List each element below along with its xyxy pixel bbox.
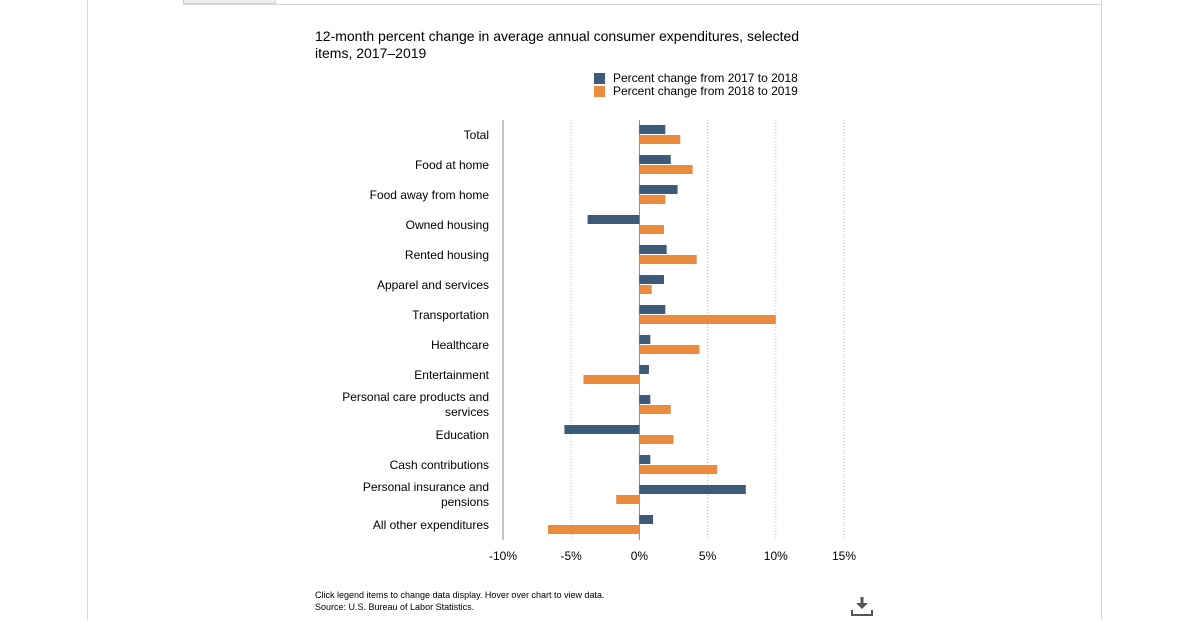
bar-series-2[interactable] (639, 435, 674, 444)
category-label: Personal care products and services (342, 390, 489, 419)
legend-item-series-1[interactable]: Percent change from 2017 to 2018 (594, 72, 798, 85)
x-tick-label: 15% (832, 549, 856, 563)
bar-series-2[interactable] (639, 255, 697, 264)
footnote-source: Source: U.S. Bureau of Labor Statistics. (315, 602, 475, 612)
category-label: Owned housing (406, 218, 489, 232)
bar-series-2[interactable] (639, 225, 664, 234)
x-tick-label: -10% (489, 549, 517, 563)
bar-series-2[interactable] (639, 135, 681, 144)
chart-legend: Percent change from 2017 to 2018 Percent… (594, 72, 798, 98)
x-tick-label: -5% (561, 549, 583, 563)
bar-series-2[interactable] (639, 195, 666, 204)
bar-series-1[interactable] (639, 395, 651, 404)
bar-series-2[interactable] (548, 525, 640, 534)
x-tick-label: 5% (699, 549, 717, 563)
legend-label-series-1: Percent change from 2017 to 2018 (613, 71, 798, 85)
category-label-line: pensions (441, 495, 489, 509)
legend-swatch-series-2 (594, 86, 605, 97)
bar-series-2[interactable] (639, 315, 776, 324)
download-button[interactable] (850, 595, 874, 617)
legend-label-series-2: Percent change from 2018 to 2019 (613, 84, 798, 98)
bar-series-1[interactable] (639, 155, 671, 164)
category-label: Healthcare (431, 338, 489, 352)
bar-series-1[interactable] (587, 215, 640, 224)
page-frame-right (1101, 0, 1102, 620)
bar-series-2[interactable] (639, 405, 671, 414)
category-label: Entertainment (414, 368, 489, 382)
bar-series-1[interactable] (639, 305, 666, 314)
download-icon (851, 597, 873, 616)
bar-series-2[interactable] (639, 345, 700, 354)
x-tick-label: 0% (631, 549, 649, 563)
category-label: Transportation (412, 308, 489, 322)
category-label: Education (436, 428, 489, 442)
bar-series-1[interactable] (564, 425, 640, 434)
x-tick-label: 10% (764, 549, 788, 563)
legend-item-series-2[interactable]: Percent change from 2018 to 2019 (594, 85, 798, 98)
tab-stub[interactable] (183, 0, 276, 4)
category-label: Personal insurance and pensions (363, 480, 489, 509)
page-frame-left (87, 0, 88, 620)
bar-series-2[interactable] (616, 495, 640, 504)
bar-series-1[interactable] (639, 185, 678, 194)
content-top-border (183, 4, 1102, 5)
category-label: Food away from home (370, 188, 490, 202)
legend-swatch-series-1 (594, 73, 605, 84)
bar-series-2[interactable] (639, 465, 718, 474)
bar-series-1[interactable] (639, 275, 664, 284)
footnote-instructions: Click legend items to change data displa… (315, 590, 605, 600)
bar-series-1[interactable] (639, 365, 649, 374)
category-label-line: services (445, 405, 489, 419)
bar-series-1[interactable] (639, 335, 651, 344)
bar-series-1[interactable] (639, 455, 651, 464)
category-label: Rented housing (405, 248, 489, 262)
category-label: Food at home (415, 158, 489, 172)
category-label: Apparel and services (377, 278, 489, 292)
bar-series-1[interactable] (639, 125, 666, 134)
chart-footnote: Click legend items to change data displa… (315, 589, 604, 613)
chart-title: 12-month percent change in average annua… (315, 28, 800, 61)
bar-series-2[interactable] (639, 285, 652, 294)
bar-series-2[interactable] (583, 375, 640, 384)
category-label-line: Personal insurance and (363, 480, 489, 494)
bar-series-1[interactable] (639, 485, 746, 494)
category-label: Cash contributions (390, 458, 489, 472)
bar-series-2[interactable] (639, 165, 693, 174)
category-label: All other expenditures (373, 518, 489, 532)
bar-series-1[interactable] (639, 515, 654, 524)
category-label: Total (464, 128, 489, 142)
category-label-line: Personal care products and (342, 390, 489, 404)
bar-series-1[interactable] (639, 245, 667, 254)
